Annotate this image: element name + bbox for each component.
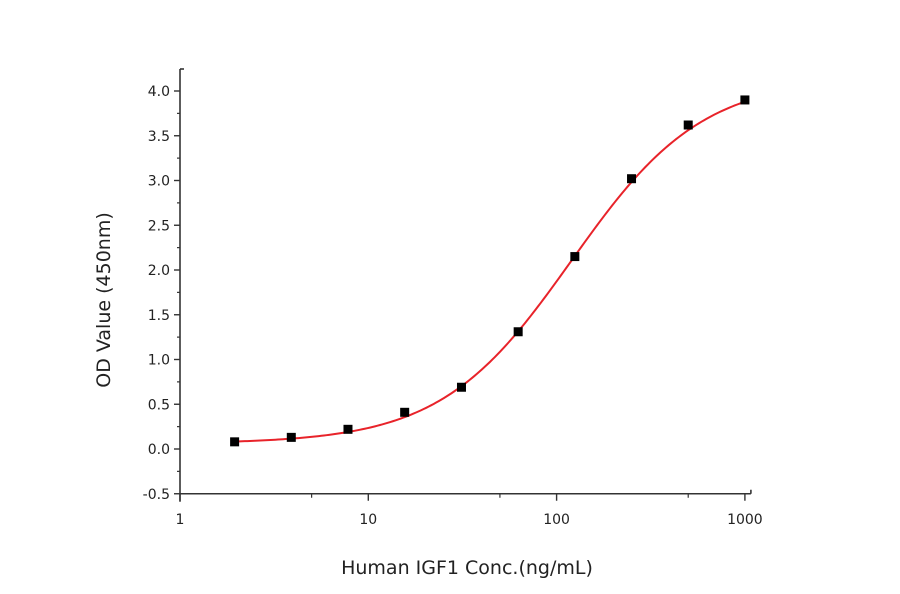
y-tick-label: 1.0 xyxy=(148,353,170,369)
x-tick-label: 10 xyxy=(359,512,377,528)
data-point xyxy=(740,95,750,105)
y-tick-label: 3.5 xyxy=(148,129,170,145)
y-tick-label: 0.5 xyxy=(148,397,170,413)
y-tick-label: 1.5 xyxy=(148,308,170,324)
x-tick-label: 1000 xyxy=(727,512,763,528)
data-point xyxy=(286,432,296,442)
x-tick-label: 100 xyxy=(543,512,570,528)
y-axis-title: OD Value (450nm) xyxy=(93,212,115,387)
data-point xyxy=(456,382,466,392)
data-point xyxy=(400,407,410,417)
y-tick-label: 2.5 xyxy=(148,218,170,234)
data-point xyxy=(627,174,637,184)
x-tick-label: 1 xyxy=(176,512,185,528)
data-point xyxy=(230,437,240,447)
y-tick-label: -0.5 xyxy=(143,487,170,503)
data-point xyxy=(343,424,353,434)
fit-curve xyxy=(234,100,746,443)
y-tick-label: 3.0 xyxy=(148,174,170,190)
data-point xyxy=(513,327,523,337)
data-point xyxy=(570,252,580,262)
y-tick-label: 4.0 xyxy=(148,84,170,100)
data-markers xyxy=(230,95,750,447)
x-axis: 1 10 100 1000 xyxy=(176,489,763,528)
x-axis-title: Human IGF1 Conc.(ng/mL) xyxy=(341,557,593,579)
data-point xyxy=(683,120,693,130)
y-tick-label: 0.0 xyxy=(148,442,170,458)
y-tick-label: 2.0 xyxy=(148,263,170,279)
y-axis: -0.5 0.0 0.5 1.0 1.5 2.0 2.5 3.0 3.5 4.0 xyxy=(143,68,184,503)
